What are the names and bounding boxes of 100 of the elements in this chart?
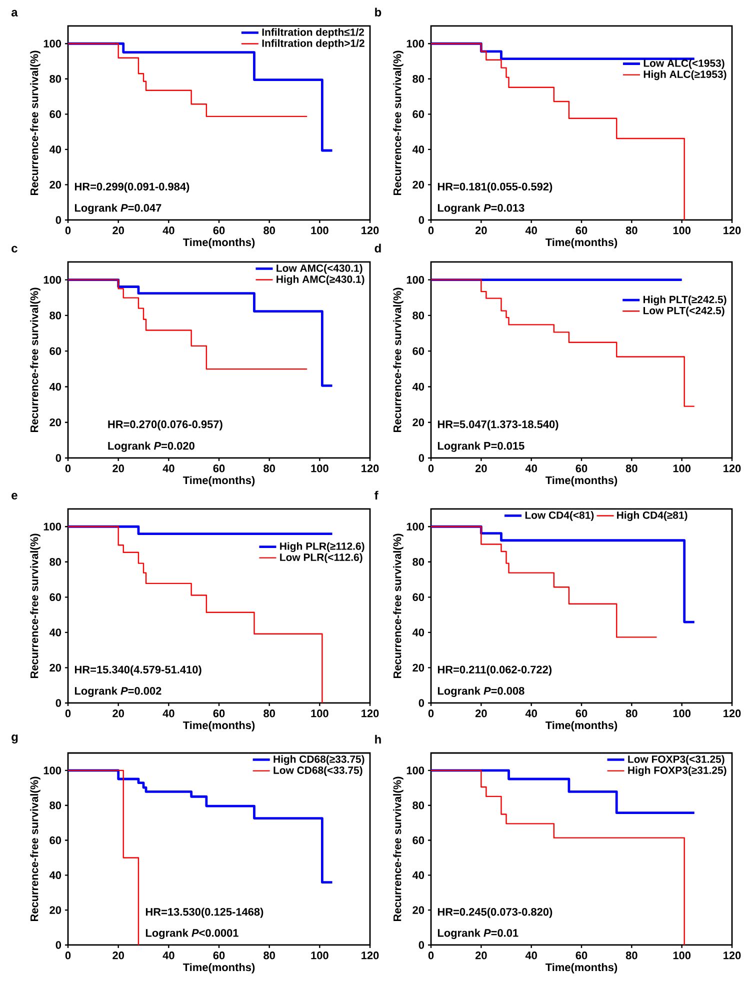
x-tick-label: 20 [475,952,487,960]
y-tick-label: 0 [56,216,62,224]
x-tick-label: 0 [65,952,71,960]
annotation: HR=0.245(0.073-0.820) [438,908,552,918]
x-tick-label: 120 [362,226,379,234]
x-tick-label: 0 [65,464,71,472]
x-tick-label: 100 [673,464,691,472]
annotation: HR=0.211(0.062-0.722) [438,665,552,676]
x-tick-label: 60 [576,464,588,472]
y-tick-label: 0 [56,699,62,707]
x-tick-label: 80 [264,952,275,960]
x-axis-title: Time(months) [546,963,618,974]
x-tick-label: 20 [112,710,124,718]
x-axis-title: Time(months) [183,721,255,732]
y-tick-label: 20 [412,906,424,914]
legend-label: High CD4(≥81) [617,511,688,521]
legend-label: High PLR(≥112.6) [280,542,364,552]
annotation: Logrank P=0.020 [108,442,194,452]
y-tick-label: 80 [50,312,62,320]
x-tick-label: 0 [428,952,434,960]
y-tick-label: 100 [44,40,62,48]
x-axis-title: Time(months) [546,238,618,248]
x-tick-label: 100 [311,464,328,472]
legend-label: High AMC(≥430.1) [276,275,364,286]
x-tick-label: 80 [264,226,275,234]
y-tick-label: 100 [406,766,424,774]
chart-title: b [375,8,382,16]
y-tick-label: 60 [412,593,424,602]
legend-label: High FOXP3(≥31.25) [628,766,726,776]
x-tick-label: 80 [264,464,275,472]
x-tick-label: 60 [576,952,588,960]
x-tick-label: 60 [213,952,225,960]
y-tick-label: 60 [50,110,62,118]
annotation: HR=0.181(0.055-0.592) [438,182,552,193]
y-tick-label: 80 [412,75,424,83]
x-tick-label: 20 [475,710,487,718]
x-tick-label: 100 [673,710,691,718]
y-tick-label: 20 [50,664,62,672]
y-tick-label: 100 [406,40,424,48]
x-tick-label: 120 [724,952,741,960]
y-tick-label: 40 [49,146,62,154]
annotation: HR=0.299(0.091-0.984) [74,182,190,193]
annotation: Logrank P<0.0001 [146,928,238,940]
annotation: Logrank P=0.01 [438,928,518,940]
legend-label: Low CD4(<81) [525,511,594,521]
y-tick-label: 40 [412,146,424,154]
y-tick-label: 20 [50,418,62,426]
annotation: Logrank P=0.015 [438,442,524,452]
x-axis-title: Time(months) [546,721,618,732]
y-axis-title: Recurrence-free survival(%) [393,534,404,678]
legend-label: High ALC(≥1953) [644,70,726,80]
legend-label: Low ALC(<1953) [644,59,724,69]
y-tick-label: 40 [412,871,424,880]
y-axis-title: Recurrence-free survival(%) [30,776,40,922]
chart-title: e [12,492,18,500]
x-tick-label: 0 [65,226,71,234]
x-tick-label: 40 [162,710,174,718]
y-tick-label: 100 [406,276,424,284]
x-tick-label: 80 [264,710,275,718]
x-tick-label: 100 [311,226,328,234]
x-tick-label: 120 [362,464,379,472]
y-tick-label: 60 [50,593,62,602]
x-tick-label: 40 [525,952,537,960]
x-tick-label: 120 [724,464,741,472]
y-tick-label: 80 [50,75,62,83]
x-tick-label: 0 [428,226,434,234]
x-tick-label: 80 [626,952,638,960]
legend-label: High PLT(≥242.5) [643,296,726,306]
y-tick-label: 20 [412,418,424,426]
y-tick-label: 80 [412,801,424,810]
y-tick-label: 0 [418,454,424,462]
y-tick-label: 60 [412,110,424,118]
y-axis-title: Recurrence-free survival(%) [393,50,404,196]
y-axis-title: Recurrence-free survival(%) [393,776,404,922]
y-tick-label: 0 [418,216,424,224]
x-tick-label: 40 [525,710,537,718]
x-tick-label: 120 [724,710,741,718]
legend-label: Low CD68(<33.75) [274,766,362,776]
x-tick-label: 120 [724,226,741,234]
y-tick-label: 80 [412,558,424,566]
y-tick-label: 80 [50,801,62,810]
annotation: Logrank P=0.002 [74,686,162,697]
x-axis-title: Time(months) [183,963,255,974]
annotation: HR=5.047(1.373-18.540) [438,420,558,430]
x-tick-label: 80 [626,710,638,718]
y-tick-label: 100 [44,766,62,774]
x-tick-label: 40 [162,464,174,472]
x-tick-label: 80 [626,464,638,472]
y-tick-label: 40 [49,871,62,880]
y-tick-label: 40 [49,628,62,636]
x-tick-label: 40 [162,952,174,960]
x-tick-label: 40 [162,226,174,234]
x-tick-label: 60 [576,226,588,234]
annotation: HR=0.270(0.076-0.957) [108,420,222,430]
x-tick-label: 60 [213,226,225,234]
x-tick-label: 120 [362,952,379,960]
legend-label: Low PLR(<112.6) [280,553,362,564]
y-tick-label: 20 [50,906,62,914]
chart-title: a [11,10,18,16]
y-tick-label: 20 [50,180,62,189]
